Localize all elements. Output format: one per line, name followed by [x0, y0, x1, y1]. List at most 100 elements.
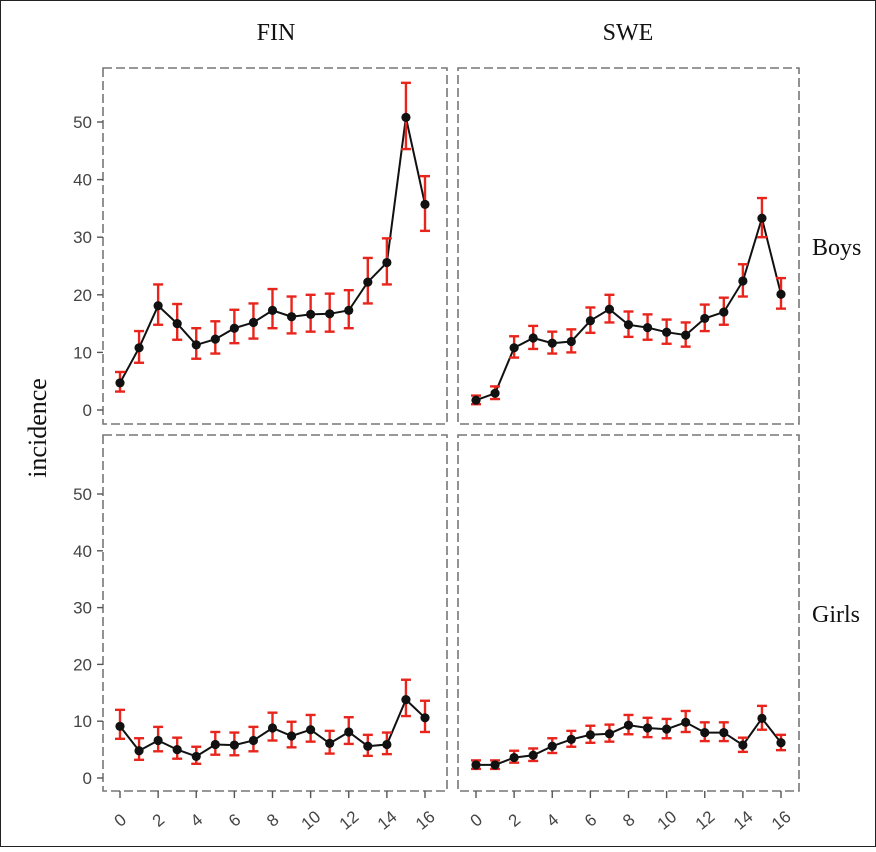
data-point-swe-girls: [642, 723, 653, 733]
panel-border-swe-girls: [457, 434, 800, 792]
panel-fin-girls: [102, 434, 448, 792]
data-point-swe-boys: [528, 333, 538, 343]
data-point-swe-boys: [757, 213, 767, 223]
column-label-fin: FIN: [257, 20, 296, 46]
data-point-swe-boys: [585, 316, 595, 326]
x-tick-label-fin: 10: [298, 807, 325, 834]
data-point-fin-girls: [267, 723, 278, 733]
y-tick-label-girls: 20: [73, 655, 92, 674]
data-point-fin-boys: [401, 112, 411, 122]
data-point-fin-girls: [153, 735, 163, 746]
y-tick-label-girls: 50: [73, 485, 92, 504]
data-point-swe-girls: [490, 760, 500, 770]
data-point-fin-boys: [382, 257, 392, 268]
data-point-swe-girls: [566, 734, 576, 744]
data-point-swe-boys: [623, 320, 634, 330]
data-point-swe-girls: [471, 760, 481, 770]
x-tick-label-swe: 6: [581, 810, 600, 831]
data-point-swe-girls: [719, 727, 729, 738]
y-tick-label-girls: 0: [83, 769, 92, 788]
y-tick-label-boys: 0: [83, 401, 92, 420]
x-tick-label-fin: 8: [263, 810, 282, 831]
data-point-fin-boys: [134, 343, 144, 353]
data-point-swe-boys: [719, 307, 729, 317]
y-axis-label: incidence: [23, 378, 52, 478]
x-tick-label-swe: 4: [543, 810, 562, 831]
row-label-girls: Girls: [812, 602, 860, 628]
data-point-swe-boys: [642, 323, 653, 333]
data-point-fin-girls: [172, 745, 182, 755]
y-tick-label-boys: 40: [73, 171, 92, 190]
x-tick-label-swe: 16: [768, 807, 795, 834]
y-tick-label-girls: 10: [73, 712, 92, 731]
data-point-swe-girls: [623, 720, 634, 730]
data-point-fin-girls: [115, 721, 125, 731]
x-tick-label-swe: 12: [692, 807, 719, 834]
data-point-fin-girls: [382, 739, 392, 750]
data-point-fin-boys: [191, 340, 201, 350]
data-point-swe-boys: [662, 327, 672, 337]
data-point-swe-boys: [700, 313, 710, 324]
data-point-swe-girls: [509, 752, 519, 763]
series-line-swe-boys: [475, 214, 782, 402]
x-tick-label-fin: 14: [374, 807, 401, 834]
panel-fin-boys: [102, 67, 448, 425]
data-point-fin-girls: [363, 741, 373, 751]
x-tick-label-fin: 2: [149, 810, 168, 831]
data-point-fin-girls: [248, 735, 259, 746]
data-point-swe-girls: [757, 713, 767, 723]
row-label-boys: Boys: [812, 235, 861, 261]
data-point-swe-boys: [509, 343, 519, 353]
data-point-fin-boys: [306, 309, 316, 319]
panel-border-swe-boys: [457, 67, 800, 425]
data-point-fin-girls: [134, 746, 144, 756]
data-point-fin-girls: [344, 727, 354, 737]
x-tick-label-swe: 8: [619, 810, 638, 831]
data-point-swe-girls: [681, 717, 691, 727]
data-point-fin-boys: [248, 317, 259, 328]
data-point-swe-boys: [776, 289, 786, 299]
data-point-fin-girls: [286, 731, 297, 741]
panel-swe-boys: [457, 67, 800, 425]
data-point-fin-girls: [325, 738, 335, 748]
panel-swe-girls: [457, 434, 800, 792]
data-point-swe-boys: [547, 338, 557, 348]
data-point-swe-girls: [547, 741, 557, 751]
data-point-fin-boys: [172, 319, 182, 329]
data-point-fin-boys: [363, 277, 373, 287]
data-point-fin-girls: [210, 739, 220, 750]
data-point-swe-boys: [738, 276, 748, 286]
y-tick-label-boys: 50: [73, 113, 92, 132]
y-tick-label-boys: 10: [73, 343, 92, 362]
data-point-swe-boys: [471, 395, 481, 405]
x-tick-label-fin: 6: [225, 810, 244, 831]
panels-layer: [102, 67, 800, 792]
data-point-fin-boys: [229, 323, 239, 333]
data-point-swe-girls: [585, 730, 595, 740]
data-point-fin-boys: [153, 301, 163, 311]
data-point-fin-boys: [344, 305, 354, 315]
data-point-fin-girls: [191, 751, 201, 762]
data-point-fin-girls: [229, 740, 239, 750]
y-tick-label-boys: 20: [73, 286, 92, 305]
panel-border-fin-boys: [102, 67, 448, 425]
series-line-fin-boys: [119, 117, 426, 384]
x-tick-label-fin: 16: [412, 807, 439, 834]
data-point-swe-boys: [490, 388, 500, 398]
x-tick-label-fin: 12: [336, 807, 363, 834]
y-tick-label-girls: 30: [73, 599, 92, 618]
data-point-swe-girls: [738, 740, 748, 750]
column-label-swe: SWE: [603, 20, 654, 46]
x-tick-label-swe: 14: [730, 807, 757, 834]
x-tick-label-fin: 0: [111, 810, 130, 831]
x-tick-label-fin: 4: [187, 810, 206, 831]
data-point-swe-girls: [528, 750, 538, 760]
data-point-swe-girls: [776, 738, 786, 748]
data-point-fin-boys: [286, 312, 297, 322]
data-point-swe-boys: [681, 330, 691, 340]
data-point-fin-boys: [210, 334, 220, 344]
data-point-fin-boys: [267, 305, 278, 315]
data-point-swe-boys: [604, 304, 615, 314]
